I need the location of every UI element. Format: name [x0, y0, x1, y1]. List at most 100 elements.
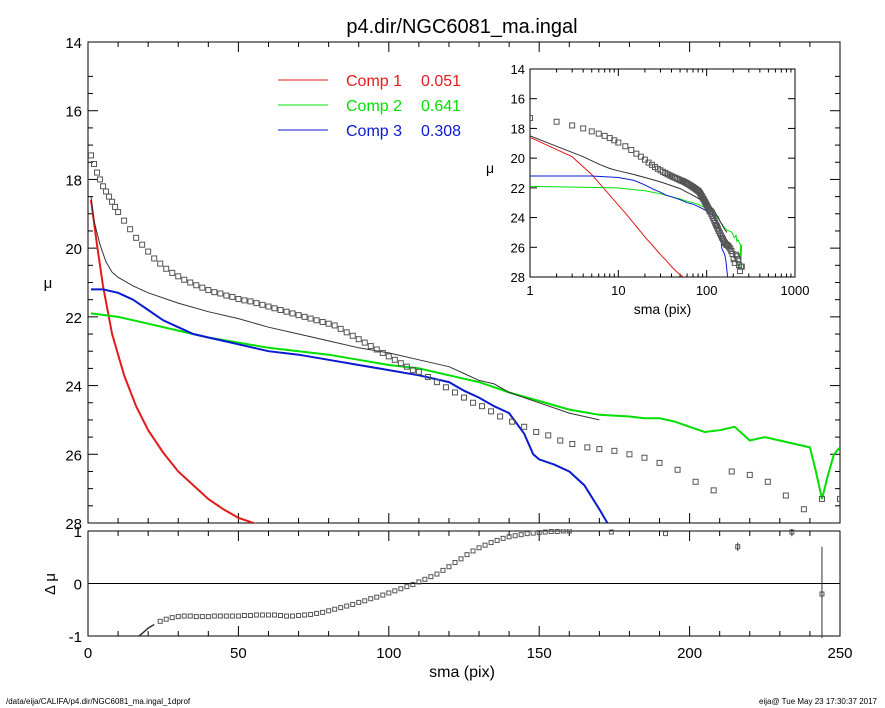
residual-point [247, 613, 253, 619]
residual-point [320, 609, 326, 615]
data-point [391, 356, 398, 363]
data-point [211, 289, 218, 296]
data-point [728, 468, 735, 475]
residual-point [157, 618, 163, 624]
data-point [151, 255, 158, 262]
residual-point [187, 613, 193, 619]
data-point [94, 169, 101, 176]
data-point [433, 379, 440, 386]
data-point [103, 188, 110, 195]
data-point [217, 290, 224, 297]
data-point [533, 428, 540, 435]
data-point [584, 444, 591, 451]
inset-data-point [628, 146, 635, 153]
residual-point [536, 530, 542, 536]
inset-xtick-label: 1000 [781, 283, 810, 298]
residual-point [326, 608, 332, 614]
residual-point [542, 529, 548, 535]
legend-value: 0.641 [421, 98, 461, 115]
data-point [337, 325, 344, 332]
residual-point [476, 545, 482, 551]
residual-point [494, 537, 500, 543]
inset-data-point [595, 130, 602, 137]
data-point [355, 336, 362, 343]
data-point [139, 241, 146, 248]
residual-point [434, 571, 440, 577]
main-ytick-label: 26 [65, 447, 82, 464]
data-point [611, 447, 618, 454]
xtick-label: 250 [827, 645, 852, 662]
inset-line-comp-3 [530, 175, 729, 277]
inset-data-point [622, 143, 629, 150]
data-point [205, 287, 212, 294]
main-ytick-label: 22 [65, 310, 82, 327]
main-ytick-label: 14 [65, 35, 82, 52]
residual-point [398, 586, 404, 592]
legend: Comp 1 0.051 Comp 2 0.641 Comp 3 0.308 [278, 73, 461, 140]
data-point [692, 478, 699, 485]
inset-data-point [588, 128, 595, 135]
footer-path: /data/eija/CALIFA/p4.dir/NGC6081_ma.inga… [6, 697, 191, 706]
residual-point [163, 616, 169, 622]
series-line-total [90, 196, 600, 421]
data-point [818, 495, 825, 502]
residual-point [386, 590, 392, 596]
data-point [145, 248, 152, 255]
residual-point [458, 556, 464, 562]
data-point [91, 160, 98, 167]
main-series-group [88, 152, 840, 523]
data-point [100, 183, 107, 190]
residual-point [338, 605, 344, 611]
data-point [442, 384, 449, 391]
inset-line-comp-1 [530, 136, 685, 277]
data-point [106, 193, 113, 200]
main-ytick-label: 24 [65, 379, 82, 396]
data-point [319, 319, 326, 326]
data-point [461, 394, 467, 401]
data-point [253, 300, 260, 307]
inset-ytick-label: 24 [511, 211, 525, 226]
residual-point [284, 613, 290, 619]
data-point [409, 367, 416, 374]
residual-point [308, 611, 314, 617]
inset-ytick-label: 22 [511, 181, 525, 196]
residual-point [356, 599, 362, 605]
data-point [451, 389, 458, 396]
data-point [241, 297, 248, 304]
residual-point [440, 567, 446, 573]
residual-point [175, 614, 181, 620]
inset-ytick-label: 16 [511, 92, 525, 107]
residual-point [410, 582, 416, 588]
residual-point [368, 596, 374, 602]
data-point [674, 466, 681, 473]
residual-point [302, 612, 308, 618]
inset-data-point [615, 139, 622, 146]
residual-point [392, 588, 398, 594]
residual-ytick-label: -1 [69, 629, 82, 646]
data-point [181, 276, 188, 283]
data-point [133, 234, 140, 241]
residual-point [229, 613, 235, 619]
data-point [509, 418, 516, 425]
residual-ytick-label: 0 [74, 577, 82, 594]
residual-point [332, 606, 338, 612]
inset-ytick-label: 18 [511, 121, 525, 136]
residual-point [663, 531, 669, 537]
residual-point [428, 574, 434, 580]
residual-point [548, 529, 554, 535]
inset-data-point [530, 115, 533, 122]
data-point [109, 198, 116, 205]
residual-point [422, 576, 428, 582]
inset-xtick-label: 10 [611, 283, 625, 298]
residual-point [500, 535, 506, 541]
inset-xtick-label: 100 [696, 283, 718, 298]
residual-point [554, 529, 560, 535]
data-point [479, 403, 486, 410]
residual-point [344, 603, 350, 609]
data-point [187, 279, 194, 286]
data-point [397, 360, 404, 367]
data-point [373, 346, 380, 353]
inset-data-point [580, 125, 587, 132]
data-point [259, 301, 266, 308]
residual-point [265, 612, 271, 618]
